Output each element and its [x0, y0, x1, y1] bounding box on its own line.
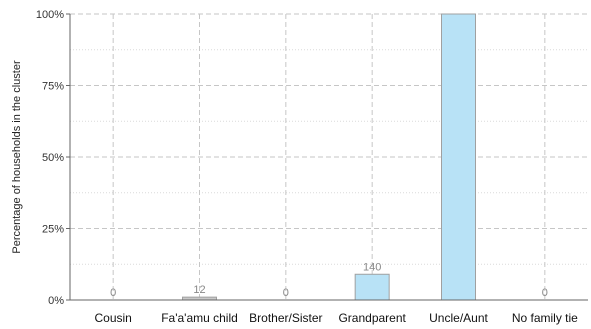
- x-tick-labels: Cousin Fa'a'amu child Brother/Sister Grandp…: [94, 311, 578, 325]
- grid-lines: [70, 13, 588, 300]
- data-label: 0: [283, 287, 289, 299]
- bar-uncle-aunt: [441, 13, 476, 301]
- x-tick-label: No family tie: [512, 311, 578, 325]
- data-labels: 0 12 0 140 0: [110, 261, 548, 299]
- y-tick-label: 0%: [48, 295, 64, 307]
- y-tick-labels: 0% 25% 50% 75% 100%: [36, 9, 64, 307]
- x-tick-label: Grandparent: [338, 311, 406, 325]
- x-tick-label: Brother/Sister: [249, 311, 322, 325]
- data-label: 0: [542, 287, 548, 299]
- x-tick-label: Fa'a'amu child: [161, 311, 238, 325]
- bar-grandparent: [354, 273, 390, 301]
- y-axis-label: Percentage of households in the cluster: [11, 60, 23, 254]
- x-tick-label: Cousin: [94, 311, 131, 325]
- y-tick-label: 50%: [42, 152, 64, 164]
- data-label: 140: [363, 261, 381, 273]
- y-tick-label: 25%: [42, 224, 64, 236]
- data-label: 12: [193, 284, 205, 296]
- bars: [182, 13, 476, 301]
- axes: [66, 13, 588, 301]
- x-tick-label: Uncle/Aunt: [429, 311, 488, 325]
- y-tick-label: 100%: [36, 9, 64, 21]
- y-tick-label: 75%: [42, 81, 64, 93]
- data-label: 0: [110, 287, 116, 299]
